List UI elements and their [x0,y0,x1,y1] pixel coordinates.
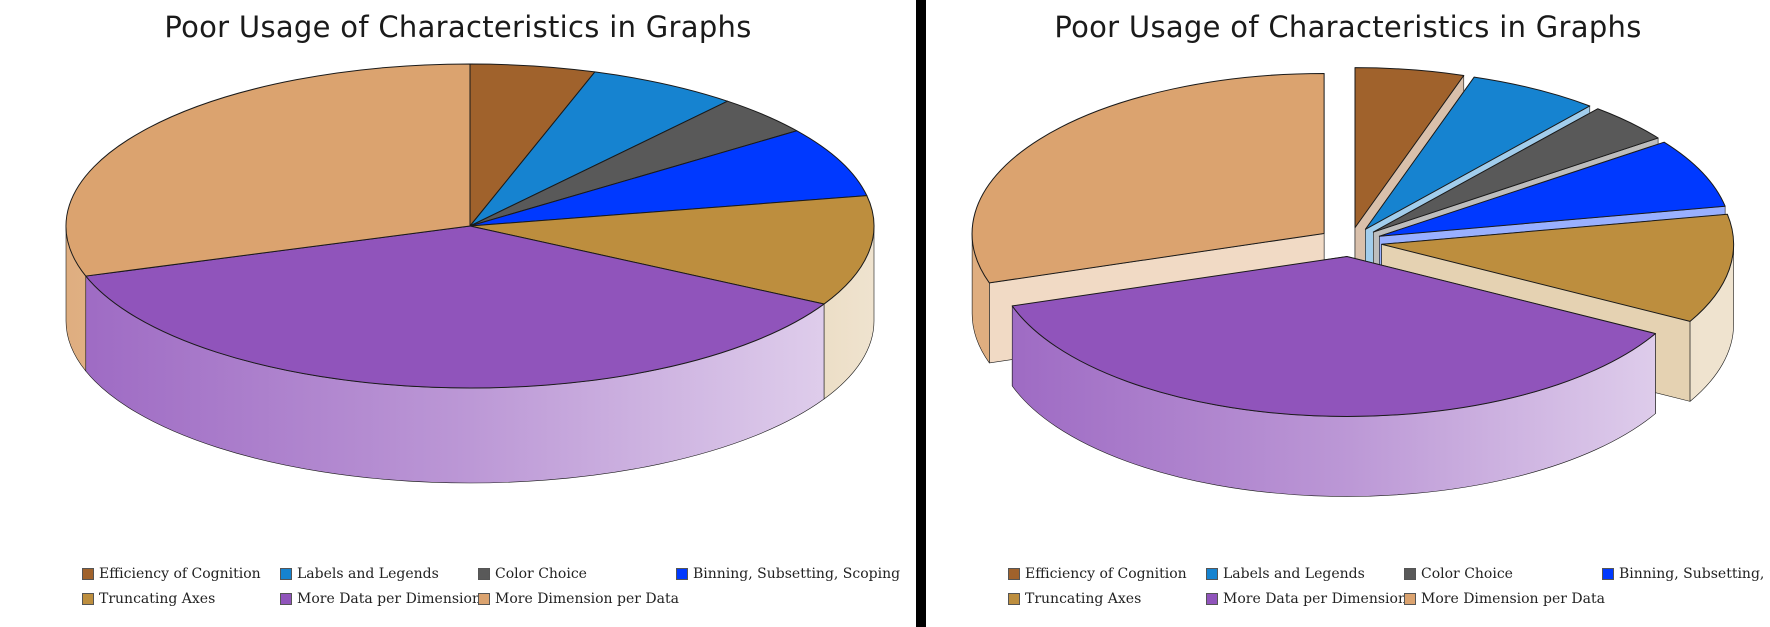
legend-swatch [82,593,94,605]
legend-item-more-data-per-dimension: More Data per Dimension [1206,591,1407,607]
legend-item-labels-and-legends: Labels and Legends [1206,566,1404,582]
legend-label: Truncating Axes [1025,591,1142,607]
legend-label: Truncating Axes [99,591,216,607]
legend-left: Efficiency of Cognition Labels and Legend… [82,566,900,607]
pie-slice-more-dimension-per-data [65,63,471,277]
legend-label: Labels and Legends [297,566,439,582]
pie-slice-labels-and-legends [469,71,729,227]
legend-label: Binning, Subsetting, Scoping [1619,566,1770,582]
chart-panel-left: Poor Usage of Characteristics in Graphs … [65,10,900,607]
legend-item-efficiency-of-cognition: Efficiency of Cognition [1008,566,1206,582]
pie-chart-left [65,63,875,484]
legend-label: Efficiency of Cognition [99,566,261,582]
legend-swatch [1404,568,1416,580]
pie-slice-labels-and-legends [1364,76,1591,230]
legend-right: Efficiency of Cognition Labels and Legend… [1008,566,1770,607]
legend-item-truncating-axes: Truncating Axes [1008,591,1206,607]
legend-item-more-data-per-dimension: More Data per Dimension [280,591,481,607]
legend-label: More Dimension per Data [1421,591,1605,607]
legend-label: Binning, Subsetting, Scoping [693,566,901,582]
legend-item-truncating-axes: Truncating Axes [82,591,280,607]
pie-slice-more-dimension-per-data [971,72,1325,284]
legend-label: Labels and Legends [1223,566,1365,582]
legend-item-binning-subsetting-scoping: Binning, Subsetting, Scoping [676,566,900,582]
panel-divider [916,0,926,627]
legend-swatch [676,568,688,580]
legend-item-more-dimension-per-data: More Dimension per Data [1404,591,1605,607]
legend-label: Efficiency of Cognition [1025,566,1187,582]
legend-item-more-dimension-per-data: More Dimension per Data [478,591,679,607]
pie-chart-right [971,67,1735,497]
legend-item-labels-and-legends: Labels and Legends [280,566,478,582]
legend-swatch [1404,593,1416,605]
legend-swatch [1008,593,1020,605]
chart-title-right: Poor Usage of Characteristics in Graphs [1054,10,1642,44]
pie-slice-more-data-per-dimension [85,225,825,389]
pie-slice-color-choice [1372,108,1659,233]
pie-slice-truncating-axes [1381,213,1735,322]
legend-swatch [280,568,292,580]
pie-slice-efficiency-of-cognition [1354,67,1465,229]
legend-swatch [478,593,490,605]
legend-swatch [280,593,292,605]
legend-item-color-choice: Color Choice [478,566,676,582]
legend-item-binning-subsetting-scoping: Binning, Subsetting, Scoping [1602,566,1770,582]
legend-item-efficiency-of-cognition: Efficiency of Cognition [82,566,280,582]
legend-label: Color Choice [1421,566,1513,582]
chart-panel-right: Poor Usage of Characteristics in Graphs … [926,0,1770,627]
pie-slice-binning-subsetting-scoping [1378,141,1726,237]
legend-item-color-choice: Color Choice [1404,566,1602,582]
pie-slice-truncating-axes [469,195,875,305]
pie-slice-more-data-per-dimension [1011,255,1656,417]
legend-swatch [1206,568,1218,580]
legend-label: More Data per Dimension [1223,591,1407,607]
chart-title-left: Poor Usage of Characteristics in Graphs [164,10,752,44]
legend-label: More Dimension per Data [495,591,679,607]
legend-swatch [82,568,94,580]
legend-swatch [1206,593,1218,605]
legend-swatch [1008,568,1020,580]
legend-label: More Data per Dimension [297,591,481,607]
legend-label: Color Choice [495,566,587,582]
legend-swatch [478,568,490,580]
legend-swatch [1602,568,1614,580]
pie-slice-binning-subsetting-scoping [469,130,868,227]
